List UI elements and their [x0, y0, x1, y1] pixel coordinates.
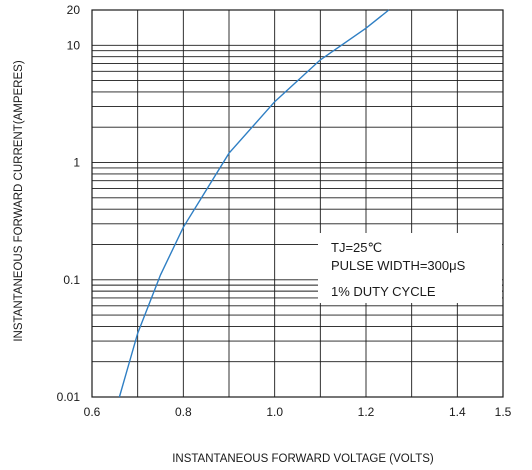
annotation-line-1: TJ=25℃: [331, 240, 382, 255]
annotation-line-2: PULSE WIDTH=300μS: [331, 258, 466, 273]
y-axis-ticks: 0.01 0.1 1 10 20: [57, 3, 81, 404]
x-tick-label: 0.6: [84, 405, 101, 419]
y-tick-label: 10: [67, 38, 81, 52]
x-axis-ticks: 0.6 0.8 1.0 1.2 1.4 1.5: [84, 405, 512, 419]
annotation-line-3: 1% DUTY CYCLE: [331, 284, 436, 299]
x-tick-label: 1.0: [266, 405, 283, 419]
plot-frame: [91, 9, 504, 398]
x-tick-label: 0.8: [175, 405, 192, 419]
x-tick-label: 1.4: [449, 405, 466, 419]
x-tick-label: 1.5: [495, 405, 512, 419]
y-axis-label: INSTANTANEOUS FORWARD CURRENT(AMPERES): [13, 60, 25, 342]
y-tick-label: 20: [67, 3, 81, 17]
x-axis-label: INSTANTANEOUS FORWARD VOLTAGE (VOLTS): [172, 453, 434, 465]
y-tick-label: 0.01: [57, 390, 81, 404]
x-tick-label: 1.2: [358, 405, 375, 419]
y-tick-label: 0.1: [63, 273, 80, 287]
y-tick-label: 1: [73, 156, 80, 170]
series-line: [118, 9, 390, 398]
grid: [91, 9, 504, 398]
annotation-box: [318, 233, 502, 303]
